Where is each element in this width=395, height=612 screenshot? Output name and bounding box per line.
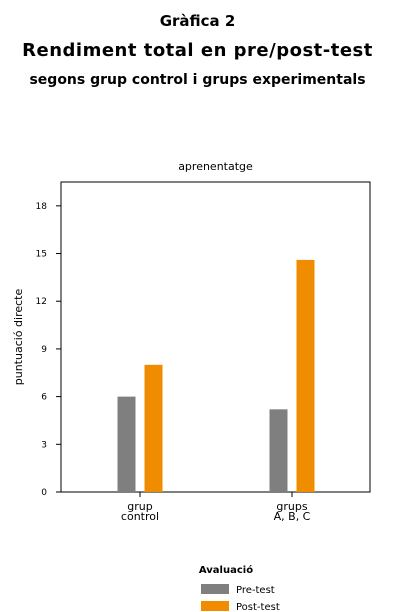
legend-label: Post-test [236,602,280,612]
bar-pre-test [117,396,136,492]
y-tick-label: 0 [41,488,47,498]
x-tick-label: control [121,510,159,523]
plot-title: aprenentatge [178,160,253,173]
y-tick-label: 18 [36,202,48,212]
y-tick-label: 3 [41,440,47,450]
report-title: Rendiment total en pre/post-test [22,40,373,61]
x-tick-label: A, B, C [274,510,311,523]
chart-number-label: Gràfica 2 [159,12,236,30]
legend-title: Avaluació [199,564,253,576]
bar-post-test [296,259,315,492]
legend-swatch [201,584,229,594]
y-tick-label: 15 [36,250,47,260]
bar-post-test [144,364,163,492]
y-tick-label: 9 [41,345,47,355]
y-axis-label: puntuació directe [12,289,25,386]
x-tick-label: grup [127,500,152,513]
x-tick-label: grups [276,500,307,513]
y-tick-label: 12 [36,297,47,307]
plot-frame [60,181,371,493]
report-subtitle: segons grup control i grups experimental… [29,72,366,88]
legend-swatch [201,601,229,611]
y-tick-label: 6 [41,393,47,403]
bar-pre-test [269,409,288,492]
legend-label: Pre-test [236,585,275,596]
